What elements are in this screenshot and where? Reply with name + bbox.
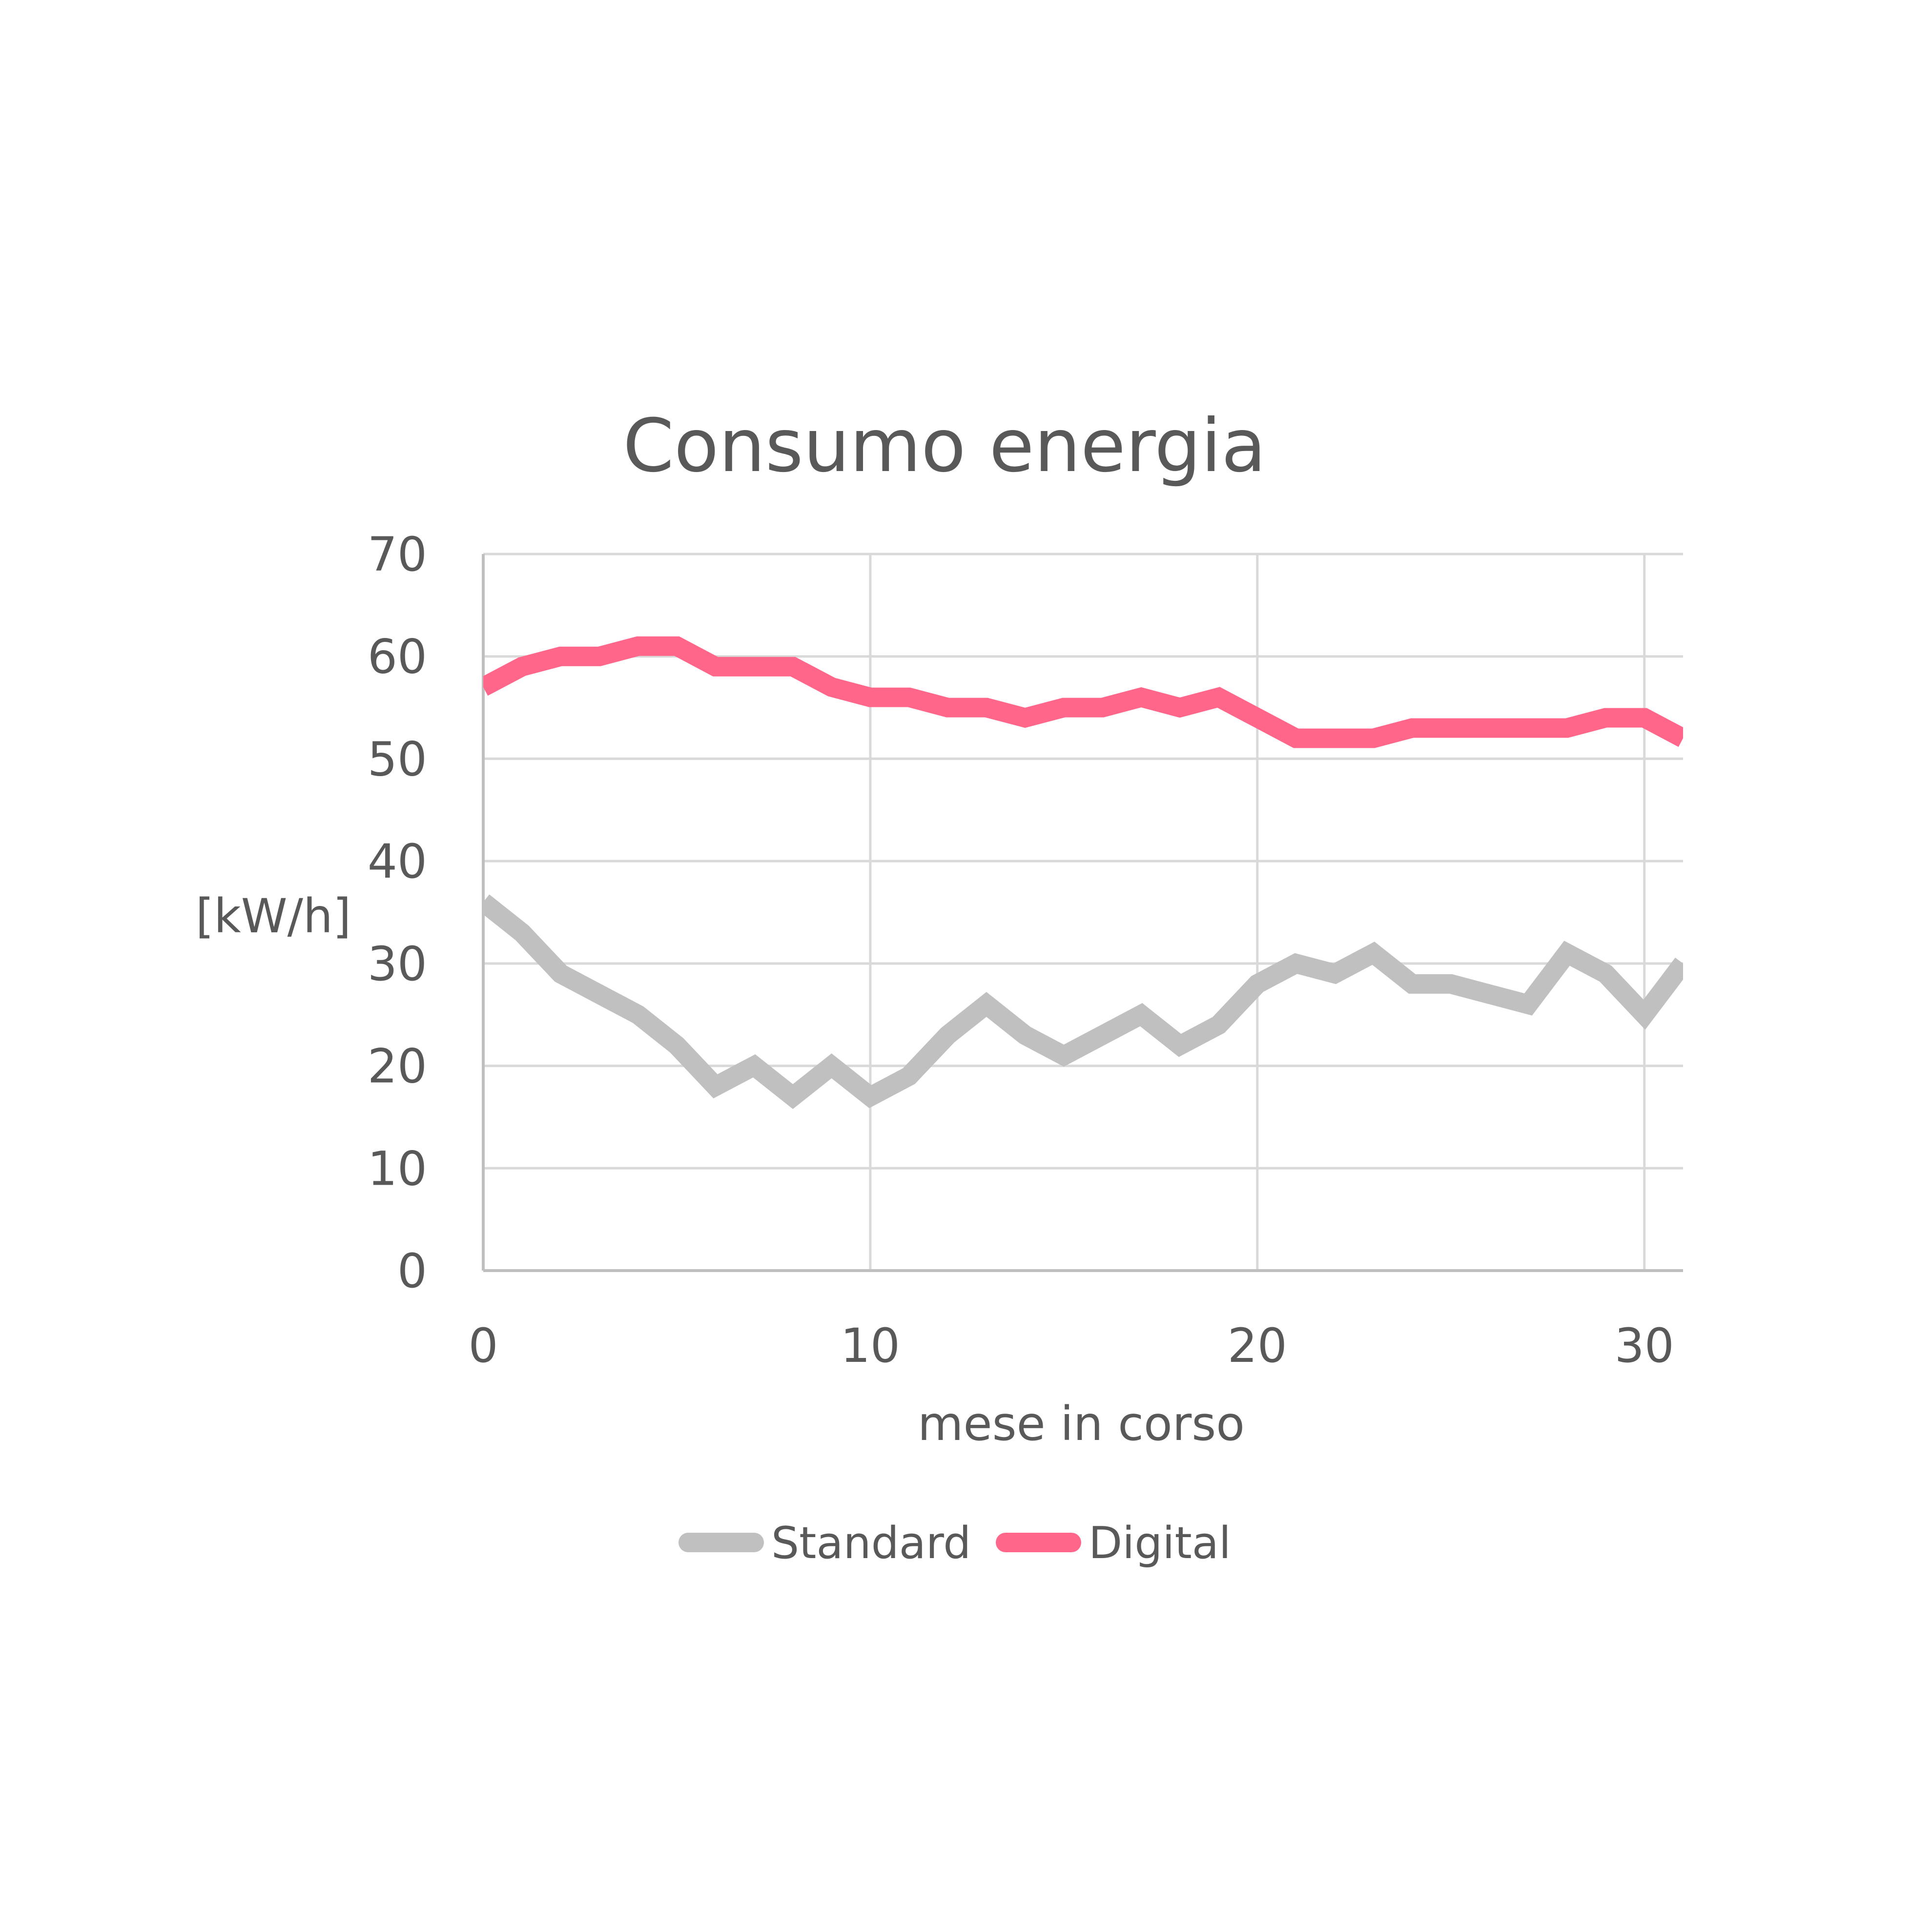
x-tick-labels: 0 10 20 30 xyxy=(468,1318,1674,1373)
series-line-digital xyxy=(483,636,1683,748)
y-tick-label: 20 xyxy=(368,1039,427,1094)
y-tick-label: 60 xyxy=(368,630,427,684)
legend: Standard Digital xyxy=(678,1518,1231,1569)
x-tick-label: 10 xyxy=(841,1318,900,1373)
series-layer xyxy=(483,636,1683,1110)
axes xyxy=(482,554,1683,1272)
y-tick-label: 0 xyxy=(397,1244,427,1298)
x-tick-label: 20 xyxy=(1228,1318,1287,1373)
series-line-standard xyxy=(483,894,1683,1110)
x-tick-label: 30 xyxy=(1615,1318,1674,1373)
y-axis-label: [kW/h] xyxy=(196,889,351,944)
legend-label-standard: Standard xyxy=(771,1518,971,1569)
y-tick-label: 70 xyxy=(368,527,427,582)
grid xyxy=(483,553,1683,1271)
chart-title: Consumo energia xyxy=(623,404,1266,489)
x-tick-label: 0 xyxy=(468,1318,498,1373)
y-tick-label: 10 xyxy=(368,1141,427,1196)
y-tick-labels: 0 10 20 30 40 50 60 70 xyxy=(368,527,427,1298)
y-tick-label: 30 xyxy=(368,937,427,991)
legend-label-digital: Digital xyxy=(1089,1518,1231,1569)
y-tick-label: 40 xyxy=(368,834,427,889)
x-axis-label: mese in corso xyxy=(918,1397,1245,1451)
y-tick-label: 50 xyxy=(368,732,427,786)
